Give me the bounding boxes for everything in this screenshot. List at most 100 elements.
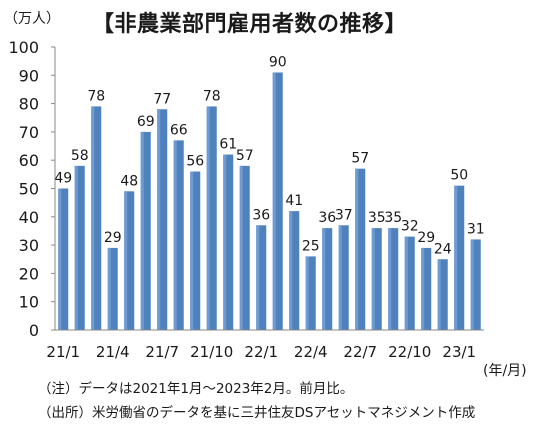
y-tick-label: 50 (19, 180, 39, 199)
data-label: 41 (285, 193, 303, 209)
bar-highlight (371, 228, 375, 330)
y-tick-label: 40 (19, 208, 39, 227)
bar-body (421, 247, 432, 330)
bar (355, 168, 366, 330)
x-tick-label: 21/7 (145, 343, 179, 361)
bar-highlight (272, 72, 276, 330)
bar (74, 165, 85, 330)
y-tick-label: 80 (19, 95, 39, 114)
bar (388, 228, 399, 330)
data-label: 48 (120, 173, 138, 189)
bar (124, 191, 135, 330)
bar-highlight (140, 131, 144, 330)
y-tick-label: 100 (8, 38, 39, 57)
data-label: 56 (186, 154, 204, 170)
bar (91, 106, 102, 331)
bar-body (223, 154, 234, 330)
data-label: 58 (71, 148, 89, 164)
y-tick-label: 60 (19, 151, 39, 170)
bar-highlight (388, 228, 392, 330)
data-label: 29 (417, 230, 435, 246)
bar-body (140, 131, 151, 330)
x-tick-label: 22/1 (244, 343, 278, 361)
bar-body (206, 106, 217, 331)
bar (421, 247, 432, 330)
data-label: 57 (236, 148, 254, 164)
data-label: 49 (54, 171, 72, 187)
bar (157, 109, 168, 330)
y-tick-label: 20 (19, 264, 39, 283)
bar (256, 225, 267, 330)
data-label: 37 (335, 207, 353, 223)
bar-highlight (256, 225, 260, 330)
bar-highlight (239, 165, 243, 330)
bar-body (256, 225, 267, 330)
y-tick-label: 10 (19, 293, 39, 312)
bar-body (239, 165, 250, 330)
x-tick-label: 22/4 (294, 343, 328, 361)
bar-highlight (206, 106, 210, 331)
data-label: 24 (434, 241, 452, 257)
x-tick-label: 22/7 (343, 343, 377, 361)
data-label: 78 (203, 88, 221, 104)
y-tick-label: 90 (19, 66, 39, 85)
bar-body (338, 225, 349, 330)
x-axis-ticks: 21/1 21/4 21/7 21/10 22/1 22/4 22/7 22/10 23/1 (46, 343, 476, 361)
bar (305, 256, 316, 330)
bar-body (355, 168, 366, 330)
bar-body (437, 259, 448, 330)
bar-highlight (421, 247, 425, 330)
bar-body (190, 171, 201, 330)
bar-body (289, 211, 300, 330)
bar (140, 131, 151, 330)
x-axis-unit-label: (年/月) (483, 363, 527, 379)
bar-highlight (223, 154, 227, 330)
bar-highlight (437, 259, 441, 330)
y-axis-unit-label: （万人） (4, 11, 60, 27)
data-label: 77 (153, 91, 171, 107)
chart-title: 【非農業部門雇用者数の推移】 (92, 12, 408, 37)
bar-body (107, 247, 118, 330)
data-label: 29 (104, 230, 122, 246)
bar-highlight (173, 140, 177, 330)
bar (107, 247, 118, 330)
data-label: 50 (450, 168, 468, 184)
data-label: 36 (252, 207, 270, 223)
bar (322, 228, 333, 330)
footnote-source: （出所）米労働省のデータを基に三井住友DSアセットマネジメント作成 (38, 405, 476, 421)
y-axis-ticks: 0 10 20 30 40 50 60 70 80 90 100 (8, 38, 55, 340)
data-label: 78 (87, 88, 105, 104)
bar-highlight (454, 185, 458, 330)
bar-highlight (338, 225, 342, 330)
bar-body (388, 228, 399, 330)
bar-body (91, 106, 102, 331)
x-tick-label: 21/4 (96, 343, 130, 361)
bar-body (157, 109, 168, 330)
bar-highlight (107, 247, 111, 330)
x-tick-label: 22/10 (388, 343, 431, 361)
bar-body (371, 228, 382, 330)
bar-series (58, 72, 481, 331)
data-label: 35 (368, 210, 386, 226)
bar-highlight (58, 188, 62, 330)
bar (206, 106, 217, 331)
bar (173, 140, 184, 330)
data-label: 25 (302, 238, 320, 254)
bar-highlight (124, 191, 128, 330)
bar-highlight (91, 106, 95, 331)
data-label: 69 (137, 114, 155, 130)
bar-body (58, 188, 69, 330)
bar (437, 259, 448, 330)
data-label: 36 (318, 210, 336, 226)
bar-body (404, 236, 415, 330)
data-label: 31 (467, 221, 485, 237)
bar (272, 72, 283, 330)
data-label: 32 (401, 219, 419, 235)
data-label: 66 (170, 122, 188, 138)
bar-highlight (404, 236, 408, 330)
bar (58, 188, 69, 330)
axes (54, 47, 484, 331)
bar-body (305, 256, 316, 330)
bar-body (470, 239, 481, 330)
